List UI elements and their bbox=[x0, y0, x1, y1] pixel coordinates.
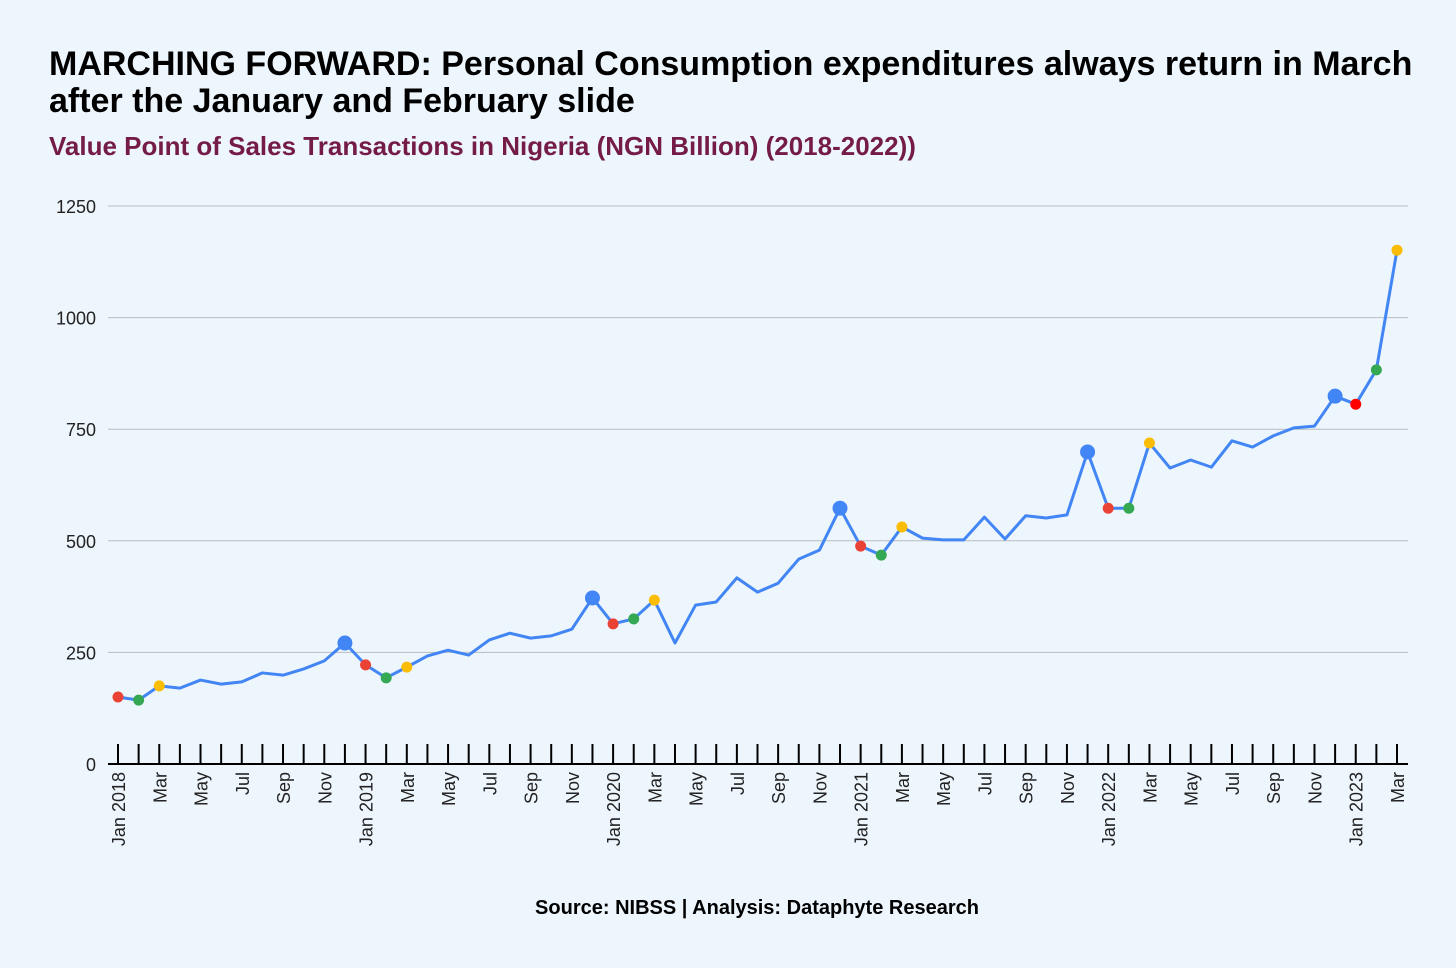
x-tick-label: Nov bbox=[1058, 772, 1078, 804]
data-point bbox=[584, 590, 600, 606]
data-point bbox=[401, 661, 413, 673]
data-point bbox=[855, 540, 867, 552]
x-tick-label: Sep bbox=[1017, 772, 1037, 804]
y-tick-label: 0 bbox=[86, 755, 96, 775]
x-tick-label: Nov bbox=[315, 772, 335, 804]
data-point bbox=[153, 680, 165, 692]
data-point bbox=[1080, 444, 1096, 460]
x-tick-label: Mar bbox=[645, 772, 665, 803]
data-point bbox=[1123, 502, 1135, 514]
x-tick-label: Jul bbox=[1223, 772, 1243, 795]
chart-subtitle: Value Point of Sales Transactions in Nig… bbox=[49, 131, 916, 161]
data-point bbox=[832, 500, 848, 516]
data-point bbox=[607, 618, 619, 630]
data-point bbox=[1143, 437, 1155, 449]
data-point bbox=[360, 659, 372, 671]
x-tick-label: Jan 2022 bbox=[1099, 772, 1119, 846]
x-tick-label: Sep bbox=[522, 772, 542, 804]
x-tick-label: May bbox=[192, 772, 212, 806]
x-tick-label: Jan 2023 bbox=[1347, 772, 1367, 846]
x-tick-label: Jan 2018 bbox=[109, 772, 129, 846]
data-point bbox=[133, 694, 145, 706]
x-tick-label: Sep bbox=[274, 772, 294, 804]
x-tick-label: Jul bbox=[480, 772, 500, 795]
y-tick-label: 250 bbox=[66, 643, 96, 663]
x-tick-label: Nov bbox=[810, 772, 830, 804]
x-tick-label: Mar bbox=[398, 772, 418, 803]
x-tick-label: Jan 2020 bbox=[604, 772, 624, 846]
data-point bbox=[648, 594, 660, 606]
x-tick-label: Nov bbox=[563, 772, 583, 804]
data-point bbox=[1102, 502, 1114, 514]
data-point bbox=[112, 691, 124, 703]
x-tick-label: Mar bbox=[1140, 772, 1160, 803]
x-tick-label: Jan 2019 bbox=[357, 772, 377, 846]
x-tick-label: Jul bbox=[728, 772, 748, 795]
data-point bbox=[1350, 398, 1362, 410]
x-tick-label: Mar bbox=[893, 772, 913, 803]
x-tick-label: Jul bbox=[233, 772, 253, 795]
y-tick-label: 1250 bbox=[56, 197, 96, 217]
x-tick-label: May bbox=[439, 772, 459, 806]
data-point bbox=[1370, 364, 1382, 376]
data-point bbox=[337, 635, 353, 651]
x-tick-label: May bbox=[934, 772, 954, 806]
y-tick-label: 750 bbox=[66, 420, 96, 440]
y-tick-label: 500 bbox=[66, 532, 96, 552]
x-tick-label: Nov bbox=[1305, 772, 1325, 804]
x-tick-label: Mar bbox=[150, 772, 170, 803]
y-tick-label: 1000 bbox=[56, 309, 96, 329]
x-tick-label: Sep bbox=[769, 772, 789, 804]
data-point bbox=[875, 549, 887, 561]
x-tick-label: Mar bbox=[1388, 772, 1408, 803]
data-point bbox=[1327, 388, 1343, 404]
x-tick-label: May bbox=[687, 772, 707, 806]
x-tick-label: May bbox=[1182, 772, 1202, 806]
source-note: Source: NIBSS | Analysis: Dataphyte Rese… bbox=[535, 897, 979, 919]
chart-title: MARCHING FORWARD: Personal Consumption e… bbox=[49, 45, 1413, 120]
x-tick-label: Jan 2021 bbox=[852, 772, 872, 846]
data-point bbox=[896, 521, 908, 533]
data-point bbox=[1391, 244, 1403, 256]
series-line bbox=[117, 249, 1399, 702]
data-point bbox=[380, 672, 392, 684]
x-tick-label: Jul bbox=[975, 772, 995, 795]
data-point bbox=[628, 613, 640, 625]
x-tick-label: Sep bbox=[1264, 772, 1284, 804]
